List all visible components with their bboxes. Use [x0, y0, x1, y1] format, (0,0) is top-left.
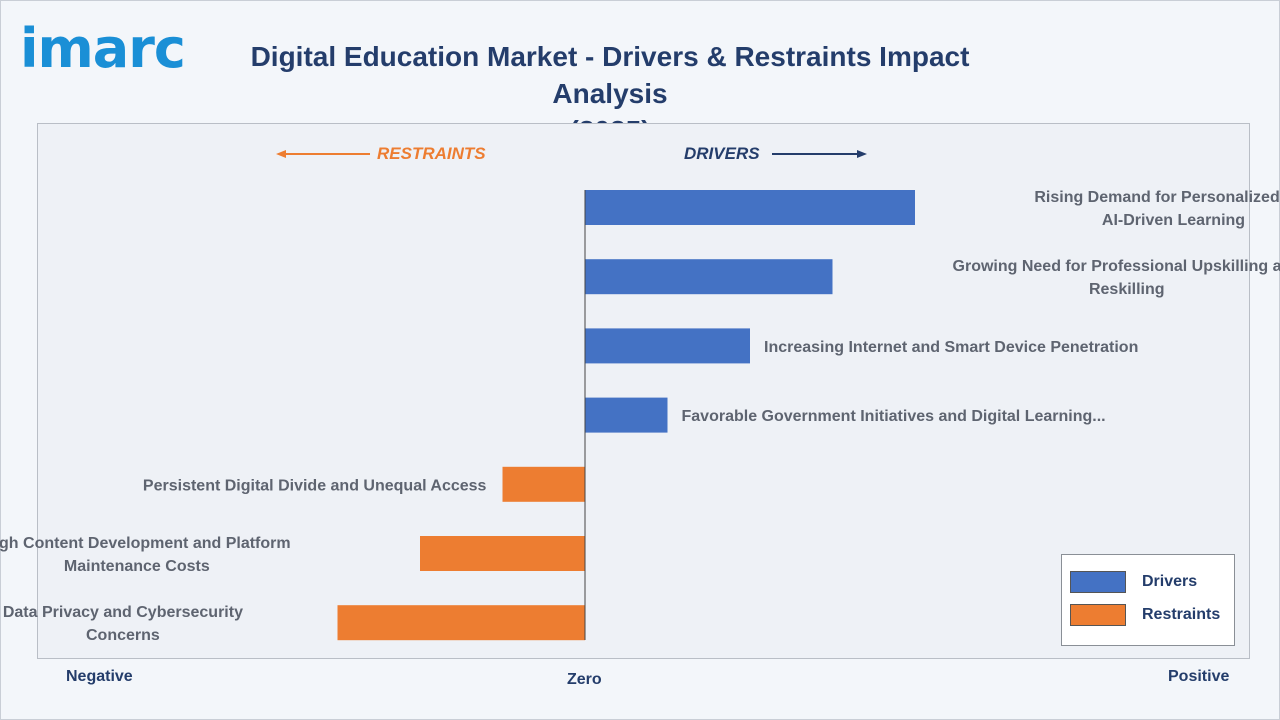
- legend-swatch-restraints: [1070, 604, 1126, 626]
- axis-label-zero: Zero: [567, 671, 602, 688]
- legend-label-drivers: Drivers: [1142, 573, 1198, 590]
- bar-driver-4: [585, 397, 668, 433]
- axis-label-negative: Negative: [66, 668, 133, 685]
- category-label-line: High Content Development and Platform: [0, 535, 291, 552]
- bar-driver-3: [585, 328, 750, 364]
- bar-restraint-7: [337, 605, 585, 641]
- category-label-line: Increasing Internet and Smart Device Pen…: [764, 339, 1138, 356]
- legend-label-restraints: Restraints: [1142, 606, 1221, 623]
- bars-layer: [337, 190, 915, 641]
- category-label-line: Concerns: [86, 627, 160, 644]
- drivers-header: DRIVERS: [684, 144, 760, 163]
- restraints-arrowhead-icon: [276, 150, 286, 158]
- category-label-line: Reskilling: [1089, 281, 1165, 298]
- category-label-5: Persistent Digital Divide and Unequal Ac…: [143, 477, 487, 494]
- bar-driver-1: [585, 190, 915, 225]
- category-label-6: High Content Development and Platform Mai…: [0, 535, 291, 575]
- category-label-4: Favorable Government Initiatives and Dig…: [682, 408, 1106, 425]
- category-label-line: Data Privacy and Cybersecurity: [3, 604, 243, 621]
- category-label-line: Rising Demand for Personalized and: [1034, 189, 1280, 206]
- direction-arrows: [276, 150, 867, 158]
- axis-label-positive: Positive: [1168, 668, 1230, 685]
- category-label-line: AI-Driven Learning: [1102, 212, 1245, 229]
- chart-legend: Drivers Restraints: [1061, 554, 1235, 646]
- category-label-7: Data Privacy and Cybersecurity Concerns: [3, 604, 243, 644]
- bar-restraint-5: [502, 466, 585, 502]
- category-label-line: Favorable Government Initiatives and Dig…: [682, 408, 1106, 425]
- category-labels-layer: Rising Demand for Personalized and AI-Dri…: [0, 189, 1280, 644]
- category-label-3: Increasing Internet and Smart Device Pen…: [764, 339, 1138, 356]
- bar-driver-2: [585, 259, 833, 295]
- restraints-header: RESTRAINTS: [377, 144, 486, 163]
- category-label-1: Rising Demand for Personalized and AI-Dri…: [1034, 189, 1280, 229]
- category-label-line: Persistent Digital Divide and Unequal Ac…: [143, 477, 487, 494]
- legend-swatch-drivers: [1070, 571, 1126, 593]
- legend-item-restraints: Restraints: [1070, 604, 1220, 626]
- drivers-arrowhead-icon: [857, 150, 867, 158]
- category-label-2: Growing Need for Professional Upskilling…: [953, 258, 1280, 298]
- imarc-logo: imarc: [20, 17, 186, 80]
- legend-item-drivers: Drivers: [1070, 571, 1197, 593]
- bar-restraint-6: [420, 536, 585, 571]
- chart-title-line-1: Digital Education Market - Drivers & Res…: [250, 41, 970, 109]
- category-label-line: Maintenance Costs: [64, 558, 210, 575]
- category-label-line: Growing Need for Professional Upskilling…: [953, 258, 1280, 275]
